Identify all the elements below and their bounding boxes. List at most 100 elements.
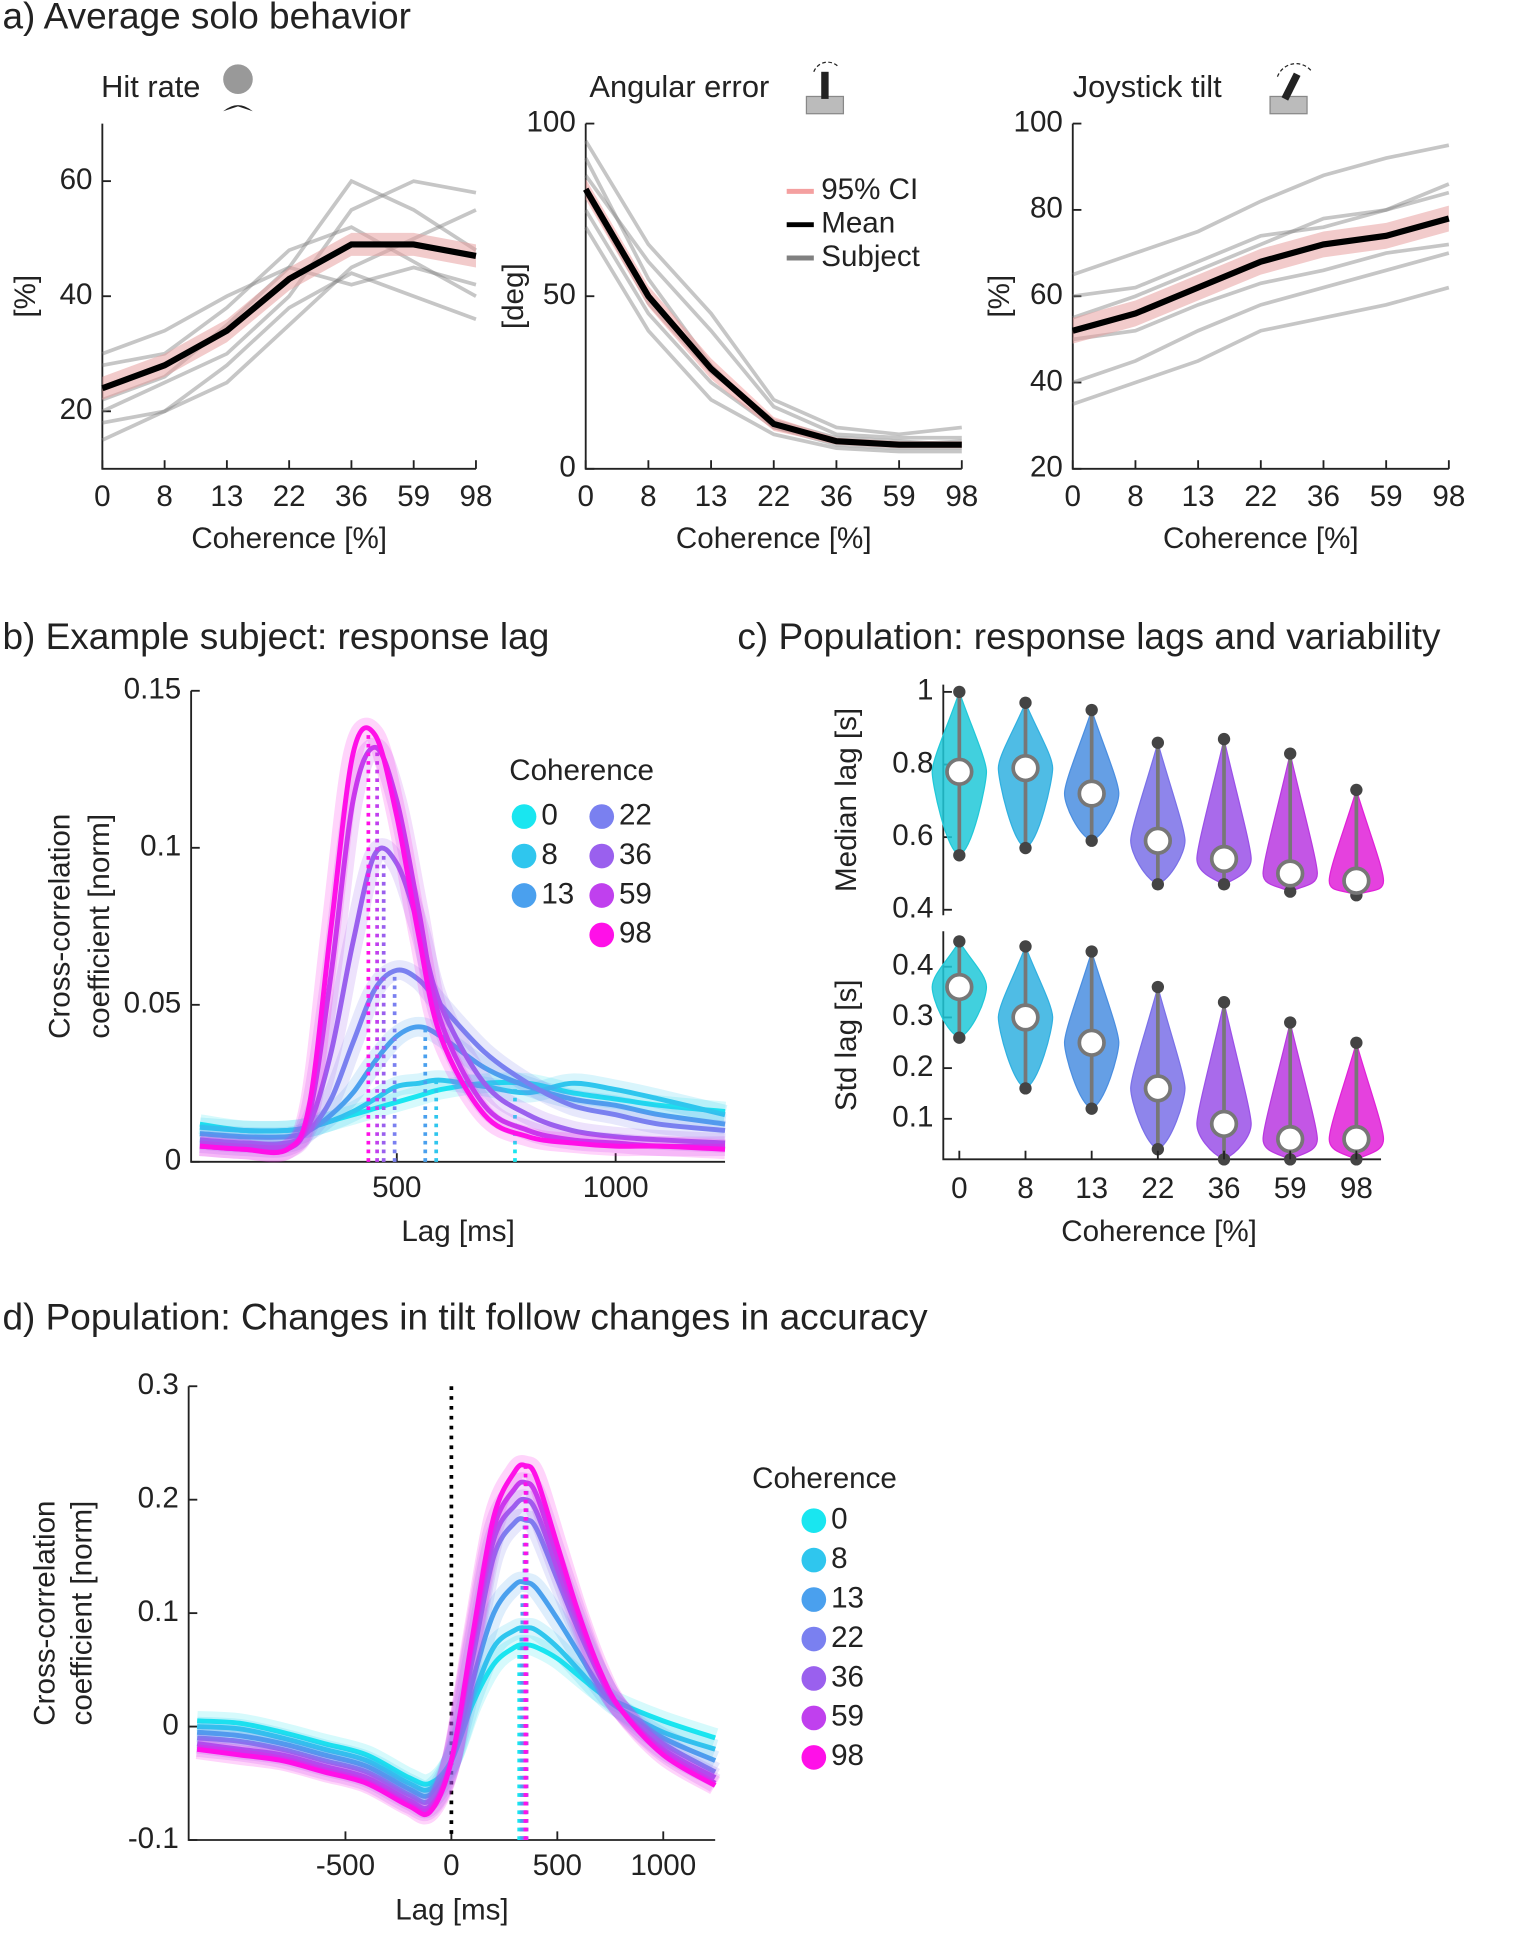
mean-line: [583, 187, 962, 448]
icon-joystick-tilt: [1269, 63, 1313, 115]
violin-median: [1011, 753, 1040, 783]
x-tick-label: 22: [1141, 1172, 1174, 1205]
x-tick-label: -500: [316, 1849, 375, 1882]
legend-swatch: [511, 843, 537, 869]
subject-line: [584, 226, 962, 454]
y-axis-label: [deg]: [497, 263, 530, 329]
x-tick-label: 0: [1065, 480, 1081, 513]
violin-median: [1143, 826, 1173, 855]
x-tick-label: 1000: [630, 1849, 696, 1882]
subject-line: [1072, 190, 1450, 320]
ci-band: [102, 232, 476, 400]
legend-label: 22: [619, 798, 652, 831]
y-tick-label: 0.05: [124, 987, 182, 1020]
legend-title: Coherence: [509, 754, 654, 787]
subject-line: [1072, 143, 1450, 277]
x-tick-label: 22: [273, 480, 306, 513]
subject-line: [1072, 285, 1450, 406]
legend-swatch: [801, 1626, 827, 1652]
legend-label: 36: [831, 1660, 864, 1693]
x-tick-label: 59: [883, 480, 916, 513]
x-tick-label: 500: [533, 1849, 582, 1882]
y-axis-label: coefficient [norm]: [83, 814, 116, 1039]
legend-swatch: [801, 1666, 827, 1691]
violin-max: [1217, 732, 1231, 746]
x-tick-label: 98: [1432, 480, 1465, 513]
mean-line: [101, 241, 477, 392]
x-tick-label: 13: [210, 480, 243, 513]
violin-min: [953, 849, 966, 862]
legend-label: 13: [831, 1581, 864, 1614]
y-tick-label: 0.3: [892, 999, 933, 1032]
violin-median: [1342, 1124, 1371, 1154]
x-axis-label: Coherence [%]: [676, 522, 872, 555]
panel-heading: d) Population: Changes in tilt follow ch…: [2, 1296, 928, 1337]
y-tick-label: 0.1: [892, 1101, 933, 1134]
violin-min: [1085, 834, 1098, 847]
y-tick-label: 0: [165, 1144, 181, 1177]
violin-max: [953, 935, 966, 948]
violin-max: [1284, 747, 1297, 760]
violin-min: [1019, 1082, 1032, 1095]
violin-median: [945, 972, 974, 1002]
violin-max: [1284, 1016, 1297, 1029]
x-tick-label: 98: [945, 480, 978, 513]
x-axis-label: Lag [ms]: [395, 1893, 508, 1926]
subject-line: [584, 174, 962, 440]
chart-title: Hit rate: [101, 69, 200, 104]
x-tick-label: 8: [1127, 480, 1143, 513]
y-tick-label: 40: [60, 278, 93, 311]
panel-heading: c) Population: response lags and variabi…: [737, 616, 1441, 657]
x-tick-label: 0: [577, 480, 593, 513]
series-line: [196, 1579, 717, 1799]
legend-label: 8: [831, 1542, 847, 1575]
legend-label: Subject: [821, 240, 920, 273]
x-tick-label: 36: [335, 480, 368, 513]
x-tick-label: 59: [1274, 1172, 1307, 1205]
violin-min: [1217, 878, 1231, 891]
legend-title: Coherence: [752, 1462, 897, 1495]
y-tick-label: 0: [162, 1708, 178, 1741]
legend-swatch: [801, 1508, 827, 1533]
x-tick-label: 500: [372, 1171, 421, 1204]
x-tick-label: 36: [820, 480, 853, 513]
legend-swatch: [801, 1547, 827, 1573]
y-axis-label: [%]: [9, 275, 42, 318]
y-tick-label: 60: [1030, 278, 1063, 311]
subject-line: [1072, 242, 1450, 342]
legend-label: 98: [619, 917, 652, 950]
y-tick-label: 0.15: [124, 673, 182, 706]
x-tick-label: 59: [1370, 480, 1403, 513]
x-tick-label: 98: [1340, 1172, 1373, 1205]
x-tick-label: 8: [156, 480, 172, 513]
x-tick-label: 13: [1182, 480, 1215, 513]
subject-line: [1072, 182, 1450, 299]
x-tick-label: 8: [640, 480, 656, 513]
legend-label: 0: [831, 1502, 847, 1535]
violin-max: [1151, 736, 1165, 749]
y-axis-label: Median lag [s]: [830, 708, 863, 892]
y-tick-label: 100: [1014, 105, 1063, 138]
legend-swatch: [589, 804, 615, 829]
y-tick-label: 0.2: [138, 1481, 179, 1514]
violin-min: [1151, 1143, 1165, 1156]
legend-swatch: [801, 1587, 827, 1612]
x-tick-label: 36: [1307, 480, 1340, 513]
y-tick-label: 0.2: [892, 1050, 933, 1083]
legend-swatch: [589, 922, 615, 948]
legend-label: 36: [619, 838, 652, 871]
chart-title: Joystick tilt: [1073, 69, 1222, 104]
violin-median: [1077, 1028, 1106, 1057]
violin-median: [1077, 779, 1106, 808]
line-band: [195, 1455, 721, 1825]
ci-band: [1072, 205, 1449, 344]
violin-max: [1350, 783, 1363, 797]
icon-hit: [223, 64, 253, 112]
x-tick-label: 8: [1017, 1172, 1033, 1205]
violin-median: [1276, 859, 1305, 888]
x-tick-label: 13: [695, 480, 728, 513]
y-axis-label: Std lag [s]: [830, 980, 863, 1112]
x-axis-label: Coherence [%]: [1163, 522, 1359, 555]
violin-median: [1209, 1109, 1239, 1139]
x-axis-label: Lag [ms]: [401, 1215, 514, 1248]
